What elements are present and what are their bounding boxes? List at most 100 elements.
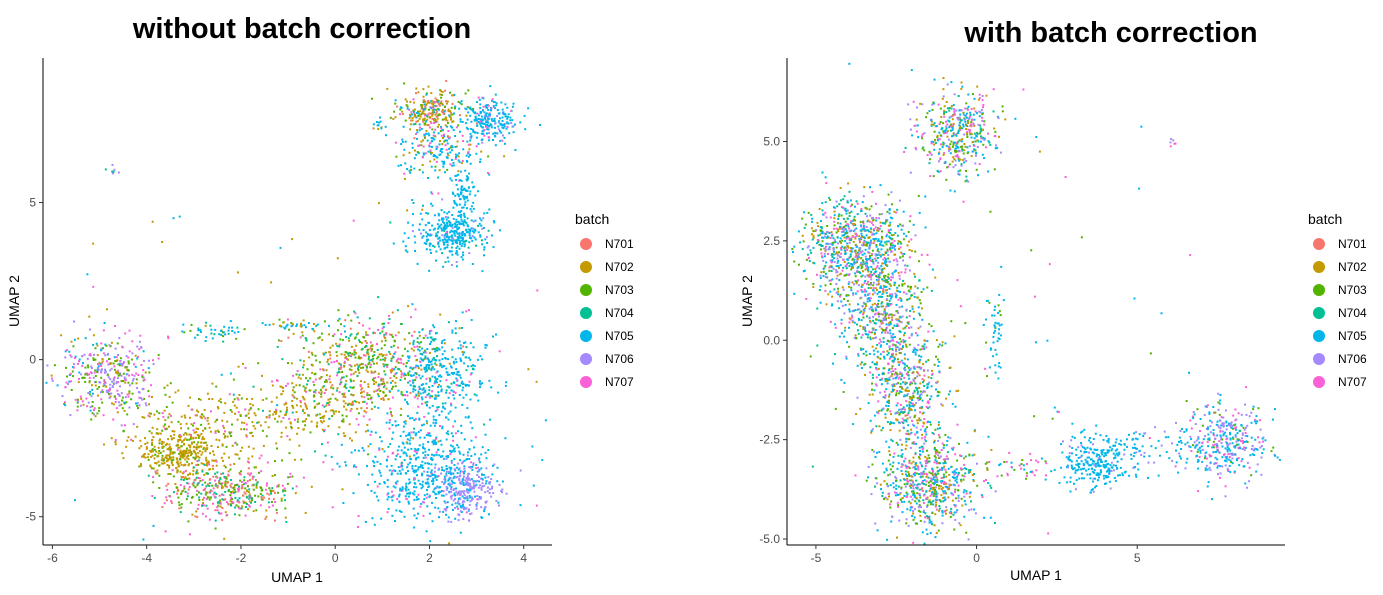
data-point [122,457,124,459]
data-point [451,495,453,497]
data-point [358,372,360,374]
data-point [215,520,217,522]
data-point [429,243,431,245]
data-point [203,447,205,449]
data-point [425,368,427,370]
data-point [477,113,479,115]
data-point [165,530,167,532]
data-point [364,401,366,403]
data-point [400,143,402,145]
data-point [462,148,464,150]
data-point [433,440,435,442]
data-point [427,102,429,104]
data-point [436,148,438,150]
data-point [172,456,174,458]
data-point [158,412,160,414]
data-point [222,444,224,446]
data-point [292,375,294,377]
data-point [156,470,158,472]
data-point [93,334,95,336]
data-point [472,480,474,482]
data-point [214,329,216,331]
data-point [285,521,287,523]
data-point [480,496,482,498]
data-point [241,487,243,489]
data-point [350,379,352,381]
data-point [139,392,141,394]
data-point [222,494,224,496]
data-point [425,212,427,214]
data-point [247,480,249,482]
data-point [93,359,95,361]
data-point [346,375,348,377]
data-point [270,281,272,283]
data-point [408,374,410,376]
data-point [212,337,214,339]
data-point [466,507,468,509]
data-point [433,119,435,121]
data-point [962,124,964,126]
data-point [414,331,416,333]
data-point [501,127,503,129]
data-point [479,386,481,388]
data-point [292,405,294,407]
data-point [388,508,390,510]
data-point [448,542,450,544]
data-point [411,348,413,350]
data-point [466,175,468,177]
data-point [115,439,117,441]
data-point [124,410,126,412]
data-point [128,390,130,392]
data-point [441,148,443,150]
data-point [403,173,405,175]
data-point [417,494,419,496]
data-point [406,487,408,489]
data-point [407,382,409,384]
data-point [178,507,180,509]
data-point [73,363,75,365]
data-point [961,82,963,84]
data-point [451,243,453,245]
data-point [481,116,483,118]
data-point [224,491,226,493]
data-point [271,501,273,503]
data-point [300,323,302,325]
data-point [226,486,228,488]
data-point [213,454,215,456]
data-point [473,208,475,210]
data-point [87,358,89,360]
data-point [477,225,479,227]
data-point [459,131,461,133]
data-point [942,88,944,90]
data-point [423,352,425,354]
data-point [283,321,285,323]
data-point [262,410,264,412]
data-point [125,401,127,403]
data-point [492,492,494,494]
data-point [201,414,203,416]
data-point [196,494,198,496]
data-point [496,115,498,117]
data-point [463,508,465,510]
data-point [943,95,945,97]
data-point [415,457,417,459]
data-point [234,332,236,334]
data-point [917,124,919,126]
data-point [437,242,439,244]
data-point [343,435,345,437]
data-point [395,142,397,144]
data-point [465,108,467,110]
data-point [419,223,421,225]
data-point [92,401,94,403]
data-point [431,115,433,117]
data-point [520,504,522,506]
data-point [472,364,474,366]
data-point [476,480,478,482]
data-point [371,431,373,433]
data-point [454,498,456,500]
data-point [280,421,282,423]
data-point [467,417,469,419]
data-point [385,126,387,128]
data-point [230,491,232,493]
data-point [513,131,515,133]
